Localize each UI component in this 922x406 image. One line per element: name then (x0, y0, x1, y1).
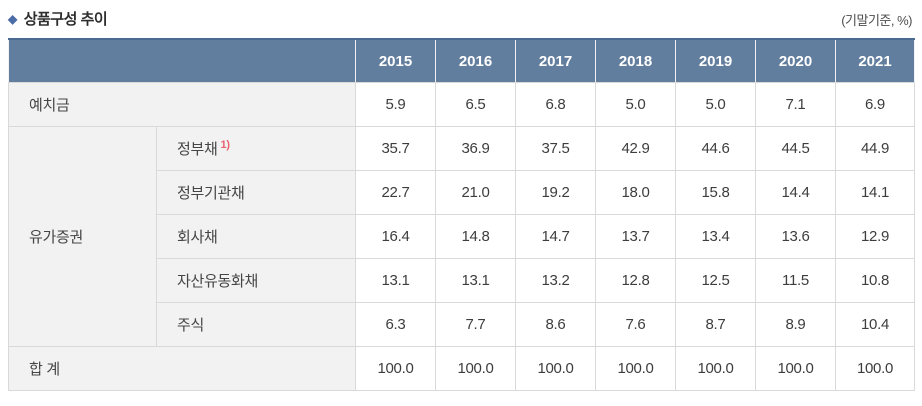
cell-value: 6.3 (355, 302, 436, 347)
year-header-cell: 2019 (675, 39, 756, 83)
footnote-marker: 1) (220, 139, 230, 151)
table-header-bar: ◆ 상품구성 추이 (기말기준, %) (8, 0, 914, 38)
cell-value: 100.0 (595, 346, 676, 391)
unit-note: (기말기준, %) (841, 13, 912, 28)
cell-value: 36.9 (435, 126, 516, 171)
cell-value: 6.8 (515, 82, 596, 127)
cell-value: 10.4 (835, 302, 915, 347)
report-page: ◆ 상품구성 추이 (기말기준, %) 2015 2016 2017 2018 2… (8, 0, 915, 406)
table-row-corporate-bonds: 회사채 16.4 14.8 14.7 13.7 13.4 13.6 12.9 (9, 214, 915, 259)
cell-value: 10.8 (835, 258, 915, 303)
cell-value: 5.9 (355, 82, 436, 127)
cell-value: 8.9 (755, 302, 836, 347)
cell-value: 14.1 (835, 170, 915, 215)
cell-value: 12.8 (595, 258, 676, 303)
row-sublabel: 자산유동화채 (156, 258, 356, 303)
year-header-cell: 2016 (435, 39, 516, 83)
table-row-total: 합 계 100.0 100.0 100.0 100.0 100.0 100.0 … (8, 346, 915, 391)
table-row-govt-bonds: 유가증권 정부채 1) 35.7 36.9 37.5 42.9 44.6 44.5… (8, 126, 915, 347)
year-header-cell: 2017 (515, 39, 596, 83)
row-label: 합 계 (8, 346, 356, 391)
table-row-deposits: 예치금 5.9 6.5 6.8 5.0 5.0 7.1 6.9 (8, 82, 915, 127)
row-sublabel: 회사채 (156, 214, 356, 259)
cell-value: 18.0 (595, 170, 676, 215)
year-header-row: 2015 2016 2017 2018 2019 2020 2021 (8, 39, 915, 83)
cell-value: 37.5 (515, 126, 596, 171)
cell-value: 100.0 (755, 346, 836, 391)
cell-value: 100.0 (675, 346, 756, 391)
page-title-text: 상품구성 추이 (23, 11, 108, 28)
cell-value: 13.7 (595, 214, 676, 259)
cell-value: 42.9 (595, 126, 676, 171)
year-header-cell: 2020 (755, 39, 836, 83)
cell-value: 44.6 (675, 126, 756, 171)
year-header-cell: 2021 (835, 39, 915, 83)
year-header-cell: 2018 (595, 39, 676, 83)
table-row-govt-agency-bonds: 정부기관채 22.7 21.0 19.2 18.0 15.8 14.4 14.1 (9, 170, 915, 215)
cell-value: 6.9 (835, 82, 915, 127)
cell-value: 12.9 (835, 214, 915, 259)
cell-value: 100.0 (435, 346, 516, 391)
cell-value: 13.2 (515, 258, 596, 303)
cell-value: 100.0 (835, 346, 915, 391)
cell-value: 14.8 (435, 214, 516, 259)
cell-value: 11.5 (755, 258, 836, 303)
cell-value: 44.5 (755, 126, 836, 171)
cell-value: 6.5 (435, 82, 516, 127)
row-sublabel-text: 정부채 (177, 141, 218, 158)
cell-value: 15.8 (675, 170, 756, 215)
cell-value: 35.7 (355, 126, 436, 171)
cell-value: 13.1 (435, 258, 516, 303)
footnote: 주 : 1)중앙정부가 발행한 국채 (8, 402, 914, 406)
cell-value: 13.1 (355, 258, 436, 303)
cell-value: 5.0 (595, 82, 676, 127)
row-label: 예치금 (8, 82, 356, 127)
header-spacer-cell (8, 39, 356, 83)
table-row-abs-bonds: 자산유동화채 13.1 13.1 13.2 12.8 12.5 11.5 10.… (9, 258, 915, 303)
cell-value: 5.0 (675, 82, 756, 127)
product-composition-table: 2015 2016 2017 2018 2019 2020 2021 예치금 5… (8, 38, 915, 391)
row-sublabel: 정부채 1) (156, 126, 356, 171)
cell-value: 19.2 (515, 170, 596, 215)
cell-value: 7.6 (595, 302, 676, 347)
cell-value: 100.0 (355, 346, 436, 391)
cell-value: 14.4 (755, 170, 836, 215)
cell-value: 16.4 (355, 214, 436, 259)
cell-value: 13.4 (675, 214, 756, 259)
cell-value: 22.7 (355, 170, 436, 215)
cell-value: 8.6 (515, 302, 596, 347)
cell-value: 14.7 (515, 214, 596, 259)
row-sublabel: 정부기관채 (156, 170, 356, 215)
cell-value: 12.5 (675, 258, 756, 303)
cell-value: 8.7 (675, 302, 756, 347)
row-group-label: 유가증권 (8, 126, 157, 347)
cell-value: 13.6 (755, 214, 836, 259)
row-sublabel: 주식 (156, 302, 356, 347)
year-header-cell: 2015 (355, 39, 436, 83)
cell-value: 7.7 (435, 302, 516, 347)
cell-value: 44.9 (835, 126, 915, 171)
cell-value: 21.0 (435, 170, 516, 215)
cell-value: 7.1 (755, 82, 836, 127)
cell-value: 100.0 (515, 346, 596, 391)
page-title: ◆ 상품구성 추이 (8, 8, 108, 29)
table-row-stocks: 주식 6.3 7.7 8.6 7.6 8.7 8.9 10.4 (9, 302, 915, 347)
diamond-bullet-icon: ◆ (8, 12, 17, 26)
